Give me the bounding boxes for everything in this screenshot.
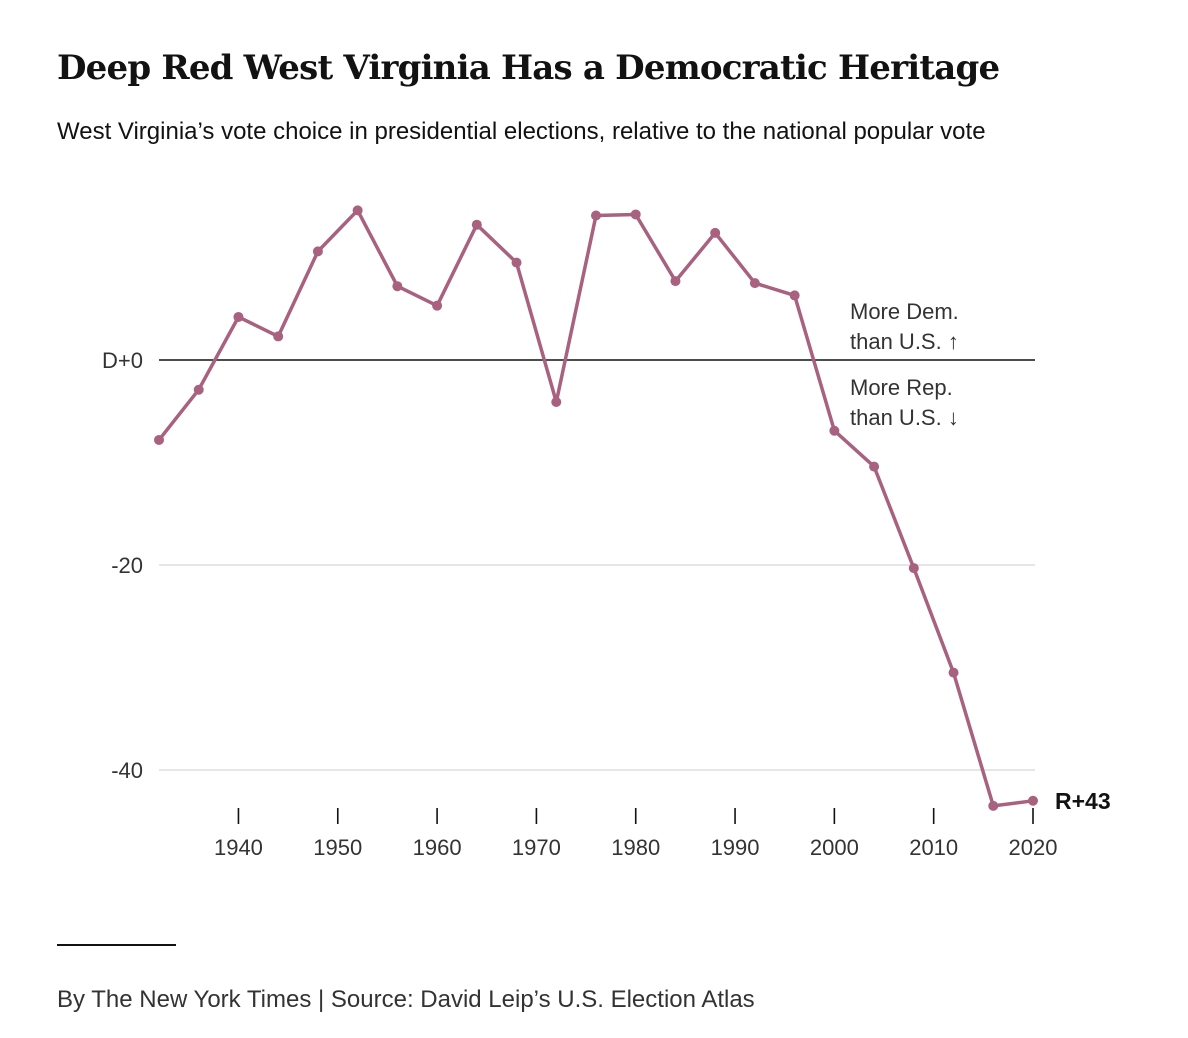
chart-subtitle: West Virginia’s vote choice in president… xyxy=(57,118,986,145)
y-tick-label: -20 xyxy=(111,553,143,578)
x-tick-label: 1950 xyxy=(313,835,362,860)
data-point xyxy=(948,667,959,678)
data-point xyxy=(551,397,562,408)
annotation-more-rep: than U.S. ↓ xyxy=(850,405,959,430)
x-tick-label: 2020 xyxy=(1009,835,1058,860)
y-tick-label: D+0 xyxy=(102,348,143,373)
source-credit: By The New York Times | Source: David Le… xyxy=(57,986,755,1013)
data-point xyxy=(273,331,284,342)
x-tick-label: 2010 xyxy=(909,835,958,860)
annotation-more-dem: More Dem. xyxy=(850,299,959,324)
data-point xyxy=(154,434,164,445)
data-point xyxy=(1028,795,1038,806)
data-point xyxy=(908,563,919,574)
annotation-more-rep: More Rep. xyxy=(850,375,953,400)
data-point xyxy=(710,227,721,238)
data-point xyxy=(312,246,323,257)
data-point xyxy=(392,281,403,292)
x-tick-label: 1940 xyxy=(214,835,263,860)
data-point xyxy=(869,461,880,472)
x-tick-label: 1960 xyxy=(413,835,462,860)
data-point xyxy=(352,205,363,216)
data-point xyxy=(591,210,601,221)
x-tick-label: 2000 xyxy=(810,835,859,860)
x-tick-label: 1970 xyxy=(512,835,561,860)
data-point xyxy=(789,290,800,301)
data-point xyxy=(988,800,999,811)
data-point xyxy=(749,278,760,289)
data-point xyxy=(233,311,244,322)
data-point xyxy=(432,300,443,311)
data-point xyxy=(511,257,522,268)
annotation-more-dem: than U.S. ↑ xyxy=(850,329,959,354)
line-chart: D+0 -20 -40 1940 1950 1960 1970 1980 1990 2000 201… xyxy=(102,205,1111,860)
chart-title: Deep Red West Virginia Has a Democratic … xyxy=(57,48,1000,88)
x-tick-label: 1980 xyxy=(611,835,660,860)
y-tick-label: -40 xyxy=(111,758,143,783)
data-point xyxy=(193,384,204,395)
end-value-label: R+43 xyxy=(1055,788,1111,814)
data-point xyxy=(471,219,482,230)
data-point xyxy=(670,276,681,287)
data-point xyxy=(630,209,641,220)
x-tick-label: 1990 xyxy=(711,835,760,860)
footer-divider xyxy=(57,944,176,946)
data-point xyxy=(829,425,840,436)
